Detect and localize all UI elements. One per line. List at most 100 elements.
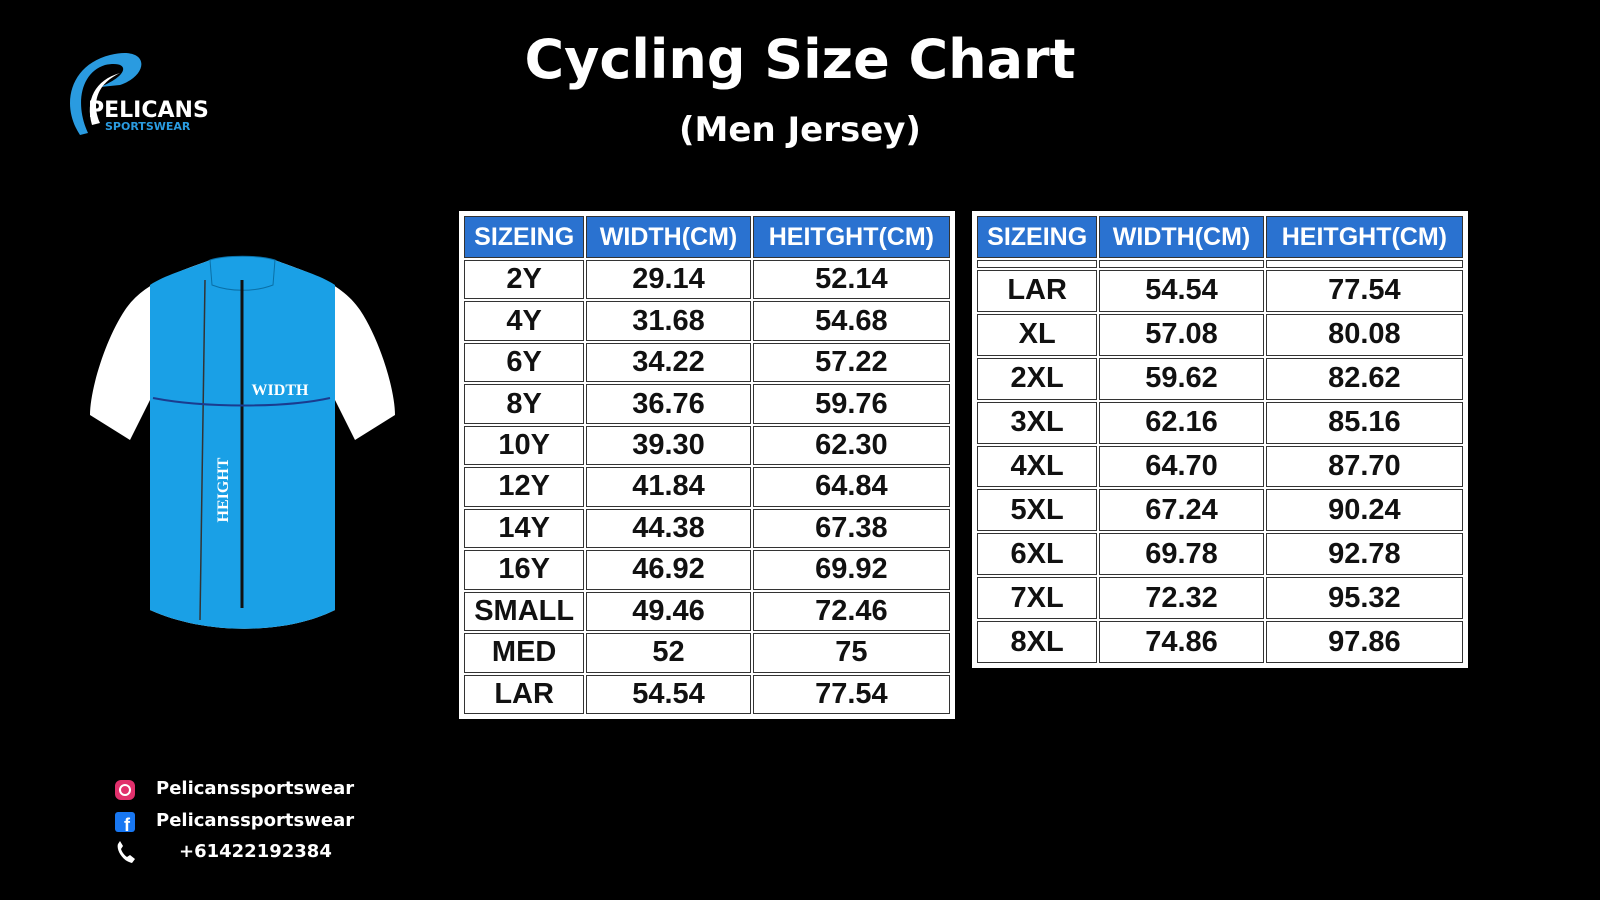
- cell: 34.22: [586, 342, 751, 383]
- cell: 7XL: [977, 577, 1098, 619]
- cell: 4Y: [464, 301, 585, 341]
- cell: SMALL: [464, 591, 585, 632]
- logo-tagline: SPORTSWEAR: [105, 120, 191, 133]
- size-row: 5XL 67.24 90.24: [977, 489, 1463, 532]
- size-row: LAR 54.54 77.54: [977, 270, 1463, 312]
- size-row: 6Y 34.22 57.22: [464, 342, 950, 383]
- size-table: SIZEING WIDTH(CM) HEITGHT(CM) 2Y 29.14 52.14 4…: [459, 211, 955, 719]
- spacer-row: [977, 260, 1463, 268]
- header-row: SIZEING WIDTH(CM) HEITGHT(CM): [977, 216, 1463, 258]
- cell: LAR: [977, 270, 1098, 312]
- size-row: 6XL 69.78 92.78: [977, 533, 1463, 576]
- size-row: 4XL 64.70 87.70: [977, 445, 1463, 488]
- cell: 95.32: [1265, 577, 1463, 619]
- spacer-cell: [1265, 260, 1463, 268]
- size-row: 12Y 41.84 64.84: [464, 467, 950, 507]
- spacer-cell: [1099, 260, 1264, 268]
- size-row: 8Y 36.76 59.76: [464, 384, 950, 424]
- cell: 52: [586, 633, 751, 673]
- size-row: 2XL 59.62 82.62: [977, 357, 1463, 400]
- subtitle: (Men Jersey): [679, 110, 921, 150]
- size-row: 7XL 72.32 95.32: [977, 577, 1463, 619]
- cell: 90.24: [1265, 489, 1463, 532]
- cell: 80.08: [1265, 313, 1463, 356]
- column-header: SIZEING: [977, 216, 1098, 258]
- column-header: HEITGHT(CM): [752, 216, 950, 258]
- cell: 36.76: [586, 384, 751, 424]
- header-row: SIZEING WIDTH(CM) HEITGHT(CM): [464, 216, 950, 258]
- cell: 8Y: [464, 384, 585, 424]
- size-row: 3XL 62.16 85.16: [977, 401, 1463, 444]
- cell: 67.24: [1099, 489, 1264, 532]
- size-row: 8XL 74.86 97.86: [977, 621, 1463, 663]
- cell: XL: [977, 313, 1098, 356]
- cell: 82.62: [1265, 357, 1463, 400]
- size-row: LAR 54.54 77.54: [464, 674, 950, 714]
- cell: 2XL: [977, 357, 1098, 400]
- cell: 77.54: [1265, 270, 1463, 312]
- cell: 97.86: [1265, 621, 1463, 663]
- size-row: XL 57.08 80.08: [977, 313, 1463, 356]
- cell: 54.68: [752, 301, 950, 341]
- column-header: SIZEING: [464, 216, 585, 258]
- svg-text:f: f: [124, 815, 131, 835]
- cell: 49.46: [586, 591, 751, 632]
- facebook[interactable]: Pelicanssportswear: [156, 810, 355, 831]
- cell: 44.38: [586, 508, 751, 549]
- cell: 46.92: [586, 550, 751, 590]
- instagram[interactable]: Pelicanssportswear: [156, 778, 355, 799]
- cell: 62.16: [1099, 401, 1264, 444]
- width-label: WIDTH: [252, 382, 309, 399]
- size-row: 2Y 29.14 52.14: [464, 260, 950, 300]
- cell: 54.54: [586, 674, 751, 714]
- cell: 59.76: [752, 384, 950, 424]
- size-table: SIZEING WIDTH(CM) HEITGHT(CM) LAR 54.54 77.54…: [972, 211, 1468, 668]
- cell: 6XL: [977, 533, 1098, 576]
- logo: PELICANS SPORTSWEAR: [70, 52, 209, 135]
- phone[interactable]: +61422192384: [179, 841, 332, 862]
- spacer-cell: [977, 260, 1098, 268]
- column-header: WIDTH(CM): [586, 216, 751, 258]
- cell: 72.46: [752, 591, 950, 632]
- column-header: HEITGHT(CM): [1265, 216, 1463, 258]
- cell: 29.14: [586, 260, 751, 300]
- cell: 57.22: [752, 342, 950, 383]
- cell: 52.14: [752, 260, 950, 300]
- cell: 10Y: [464, 425, 585, 466]
- cell: 69.78: [1099, 533, 1264, 576]
- jersey: WIDTH HEIGHT: [90, 255, 395, 629]
- size-row: MED 52 75: [464, 633, 950, 673]
- logo-name: PELICANS: [88, 98, 209, 123]
- cell: 39.30: [586, 425, 751, 466]
- cell: LAR: [464, 674, 585, 714]
- cell: 72.32: [1099, 577, 1264, 619]
- contact-icons: f: [115, 780, 135, 863]
- cell: 62.30: [752, 425, 950, 466]
- size-row: 14Y 44.38 67.38: [464, 508, 950, 549]
- cell: 67.38: [752, 508, 950, 549]
- cell: 4XL: [977, 445, 1098, 488]
- cell: 74.86: [1099, 621, 1264, 663]
- cell: 6Y: [464, 342, 585, 383]
- size-row: 4Y 31.68 54.68: [464, 301, 950, 341]
- cell: 3XL: [977, 401, 1098, 444]
- column-header: WIDTH(CM): [1099, 216, 1264, 258]
- cell: 54.54: [1099, 270, 1264, 312]
- size-row: 16Y 46.92 69.92: [464, 550, 950, 590]
- cell: 14Y: [464, 508, 585, 549]
- cell: 85.16: [1265, 401, 1463, 444]
- cell: 8XL: [977, 621, 1098, 663]
- cell: 12Y: [464, 467, 585, 507]
- size-row: SMALL 49.46 72.46: [464, 591, 950, 632]
- cell: 2Y: [464, 260, 585, 300]
- cell: MED: [464, 633, 585, 673]
- cell: 77.54: [752, 674, 950, 714]
- cell: 16Y: [464, 550, 585, 590]
- cell: 59.62: [1099, 357, 1264, 400]
- cell: 87.70: [1265, 445, 1463, 488]
- cell: 69.92: [752, 550, 950, 590]
- cell: 5XL: [977, 489, 1098, 532]
- cell: 92.78: [1265, 533, 1463, 576]
- cell: 64.70: [1099, 445, 1264, 488]
